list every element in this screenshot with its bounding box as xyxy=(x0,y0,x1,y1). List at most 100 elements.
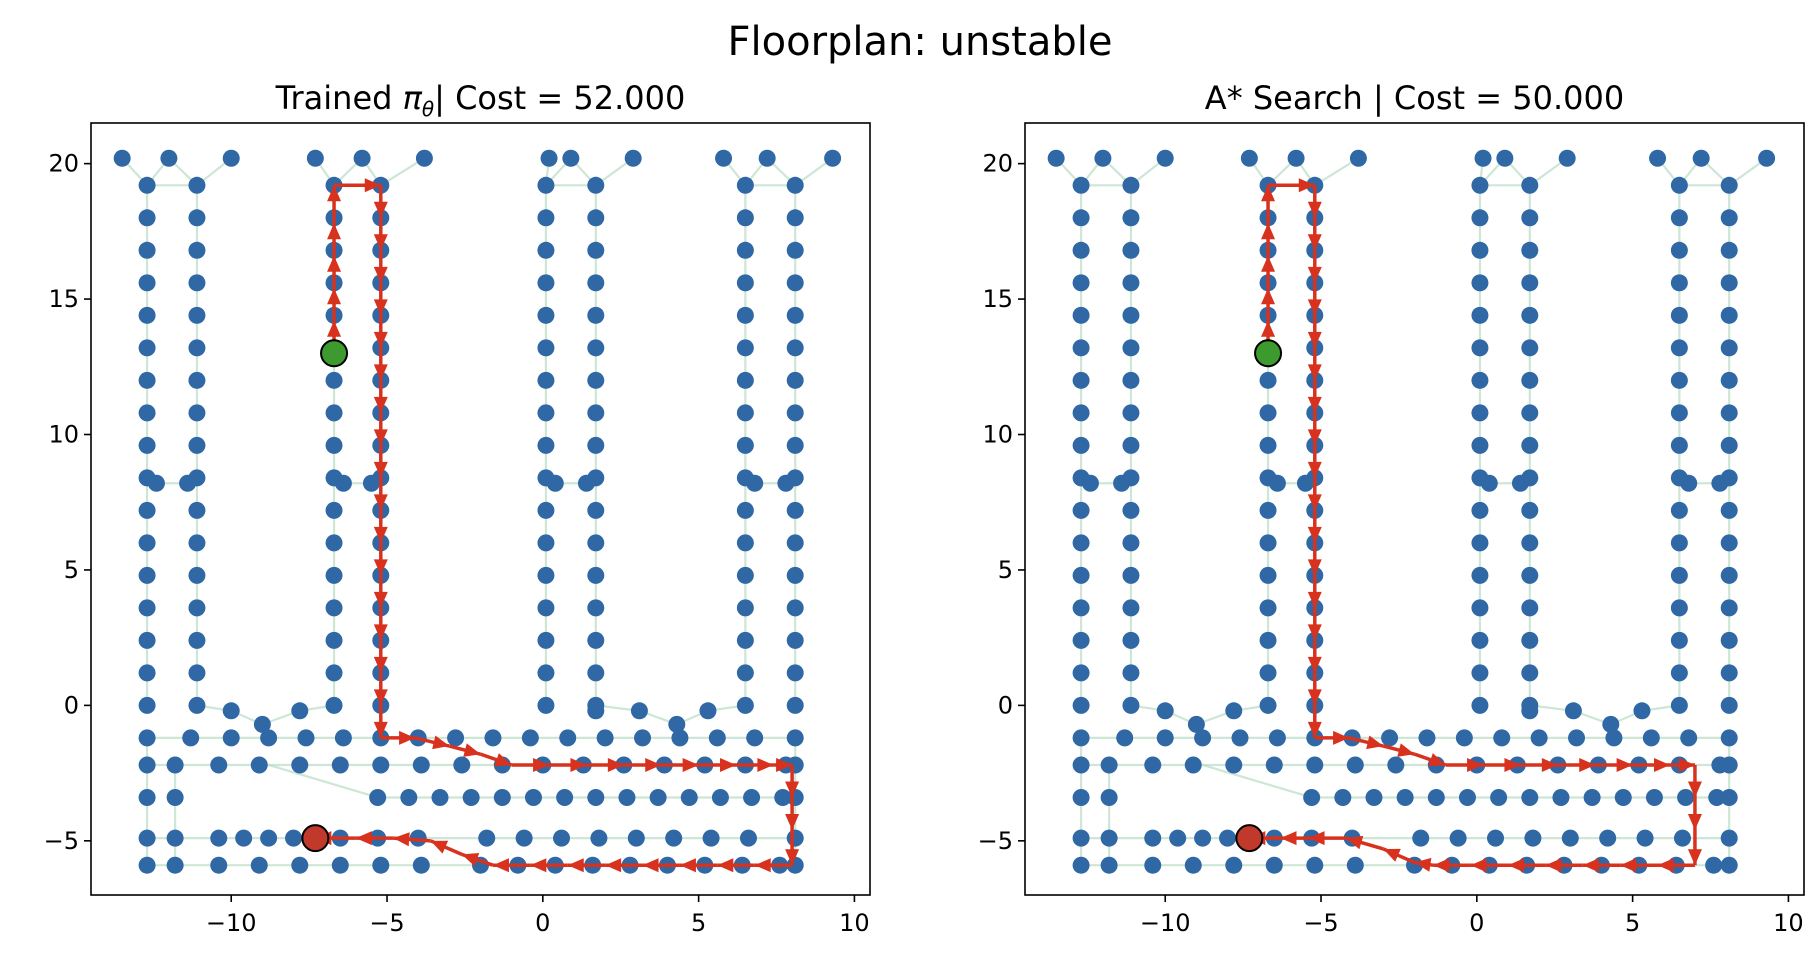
path-arrowhead xyxy=(1582,858,1599,873)
graph-node xyxy=(1471,501,1489,519)
graph-node xyxy=(1521,599,1539,617)
path-arrowhead xyxy=(682,757,699,772)
graph-node xyxy=(736,566,754,584)
y-tick-label: 15 xyxy=(48,285,79,313)
graph-node xyxy=(188,501,206,519)
goal-marker xyxy=(1235,824,1264,853)
subplot-title: A* Search | Cost = 50.000 xyxy=(1205,79,1624,117)
graph-node xyxy=(587,788,605,806)
graph-node xyxy=(736,306,754,324)
graph-node xyxy=(1720,306,1738,324)
graph-node xyxy=(521,729,539,747)
path-arrowhead xyxy=(1307,624,1322,641)
graph-node xyxy=(1100,788,1118,806)
graph-node xyxy=(1511,474,1529,492)
graph-node xyxy=(786,788,804,806)
x-tick-label: −5 xyxy=(1303,909,1338,937)
graph-node xyxy=(824,149,842,167)
graph-node xyxy=(1346,856,1364,874)
graph-node xyxy=(1072,436,1090,454)
graph-node xyxy=(1521,436,1539,454)
graph-node xyxy=(1720,209,1738,227)
graph-node xyxy=(188,436,206,454)
graph-node xyxy=(537,696,555,714)
graph-node xyxy=(1670,339,1688,357)
graph-node xyxy=(1521,404,1539,422)
graph-node xyxy=(1144,829,1162,847)
path-arrowhead xyxy=(1307,364,1322,381)
graph-node xyxy=(1692,149,1710,167)
graph-node xyxy=(1670,631,1688,649)
path-arrowhead xyxy=(1366,735,1384,750)
graph-node xyxy=(1072,856,1090,874)
graph-node xyxy=(138,274,156,292)
graph-node xyxy=(680,788,698,806)
graph-node xyxy=(1521,209,1539,227)
path-arrowhead xyxy=(1307,396,1322,413)
title-text: Trained xyxy=(275,79,403,117)
y-tick-label: −5 xyxy=(44,827,79,855)
path-arrowhead xyxy=(1541,757,1558,772)
graph-node xyxy=(743,788,761,806)
graph-node xyxy=(786,631,804,649)
graph-node xyxy=(260,829,278,847)
path-arrowhead xyxy=(373,461,388,478)
path-arrowhead xyxy=(327,320,342,337)
graph-node xyxy=(624,149,642,167)
path-arrowhead xyxy=(1687,813,1702,830)
graph-node xyxy=(1471,404,1489,422)
graph-node xyxy=(1122,176,1140,194)
path-arrowhead xyxy=(1307,689,1322,706)
graph-node xyxy=(1720,404,1738,422)
graph-node xyxy=(325,404,343,422)
graph-node xyxy=(1471,696,1489,714)
graph-node xyxy=(537,306,555,324)
graph-node xyxy=(537,404,555,422)
path-arrowhead xyxy=(1280,831,1297,846)
graph-node xyxy=(1259,664,1277,682)
graph-node xyxy=(325,501,343,519)
graph-node xyxy=(1670,306,1688,324)
graph-node xyxy=(1259,566,1277,584)
graph-node xyxy=(736,371,754,389)
path-arrowhead xyxy=(607,757,624,772)
graph-node xyxy=(515,829,533,847)
graph-node xyxy=(1521,274,1539,292)
graph-node xyxy=(210,856,228,874)
graph-node xyxy=(188,404,206,422)
graph-node xyxy=(1633,702,1651,720)
graph-node xyxy=(1564,702,1582,720)
path-arrowhead xyxy=(399,730,416,745)
title-pi-symbol: π xyxy=(403,79,423,117)
graph-node xyxy=(627,829,645,847)
path-arrowhead xyxy=(373,396,388,413)
path-arrowhead xyxy=(754,858,771,873)
graph-node xyxy=(325,696,343,714)
path-arrowhead xyxy=(1678,757,1695,772)
graph-node xyxy=(1144,756,1162,774)
y-tick-label: −5 xyxy=(978,827,1013,855)
graph-node xyxy=(1072,241,1090,259)
graph-node xyxy=(210,756,228,774)
path-arrowhead xyxy=(1307,429,1322,446)
graph-node xyxy=(1122,566,1140,584)
graph-node xyxy=(1670,534,1688,552)
y-tick-label: 5 xyxy=(998,556,1013,584)
graph-edge xyxy=(1314,157,1359,187)
graph-node xyxy=(138,241,156,259)
graph-node xyxy=(1259,371,1277,389)
graph-node xyxy=(665,829,683,847)
graph-node xyxy=(182,729,200,747)
graph-node xyxy=(493,788,511,806)
graph-node xyxy=(1670,241,1688,259)
graph-node xyxy=(1156,149,1174,167)
graph-node xyxy=(587,209,605,227)
path-arrowhead xyxy=(355,831,372,846)
graph-node xyxy=(1116,729,1134,747)
graph-node xyxy=(1487,829,1505,847)
path-arrowhead xyxy=(1345,835,1364,850)
path-arrowhead xyxy=(373,266,388,283)
goal-marker xyxy=(301,824,330,853)
graph-node xyxy=(1072,209,1090,227)
